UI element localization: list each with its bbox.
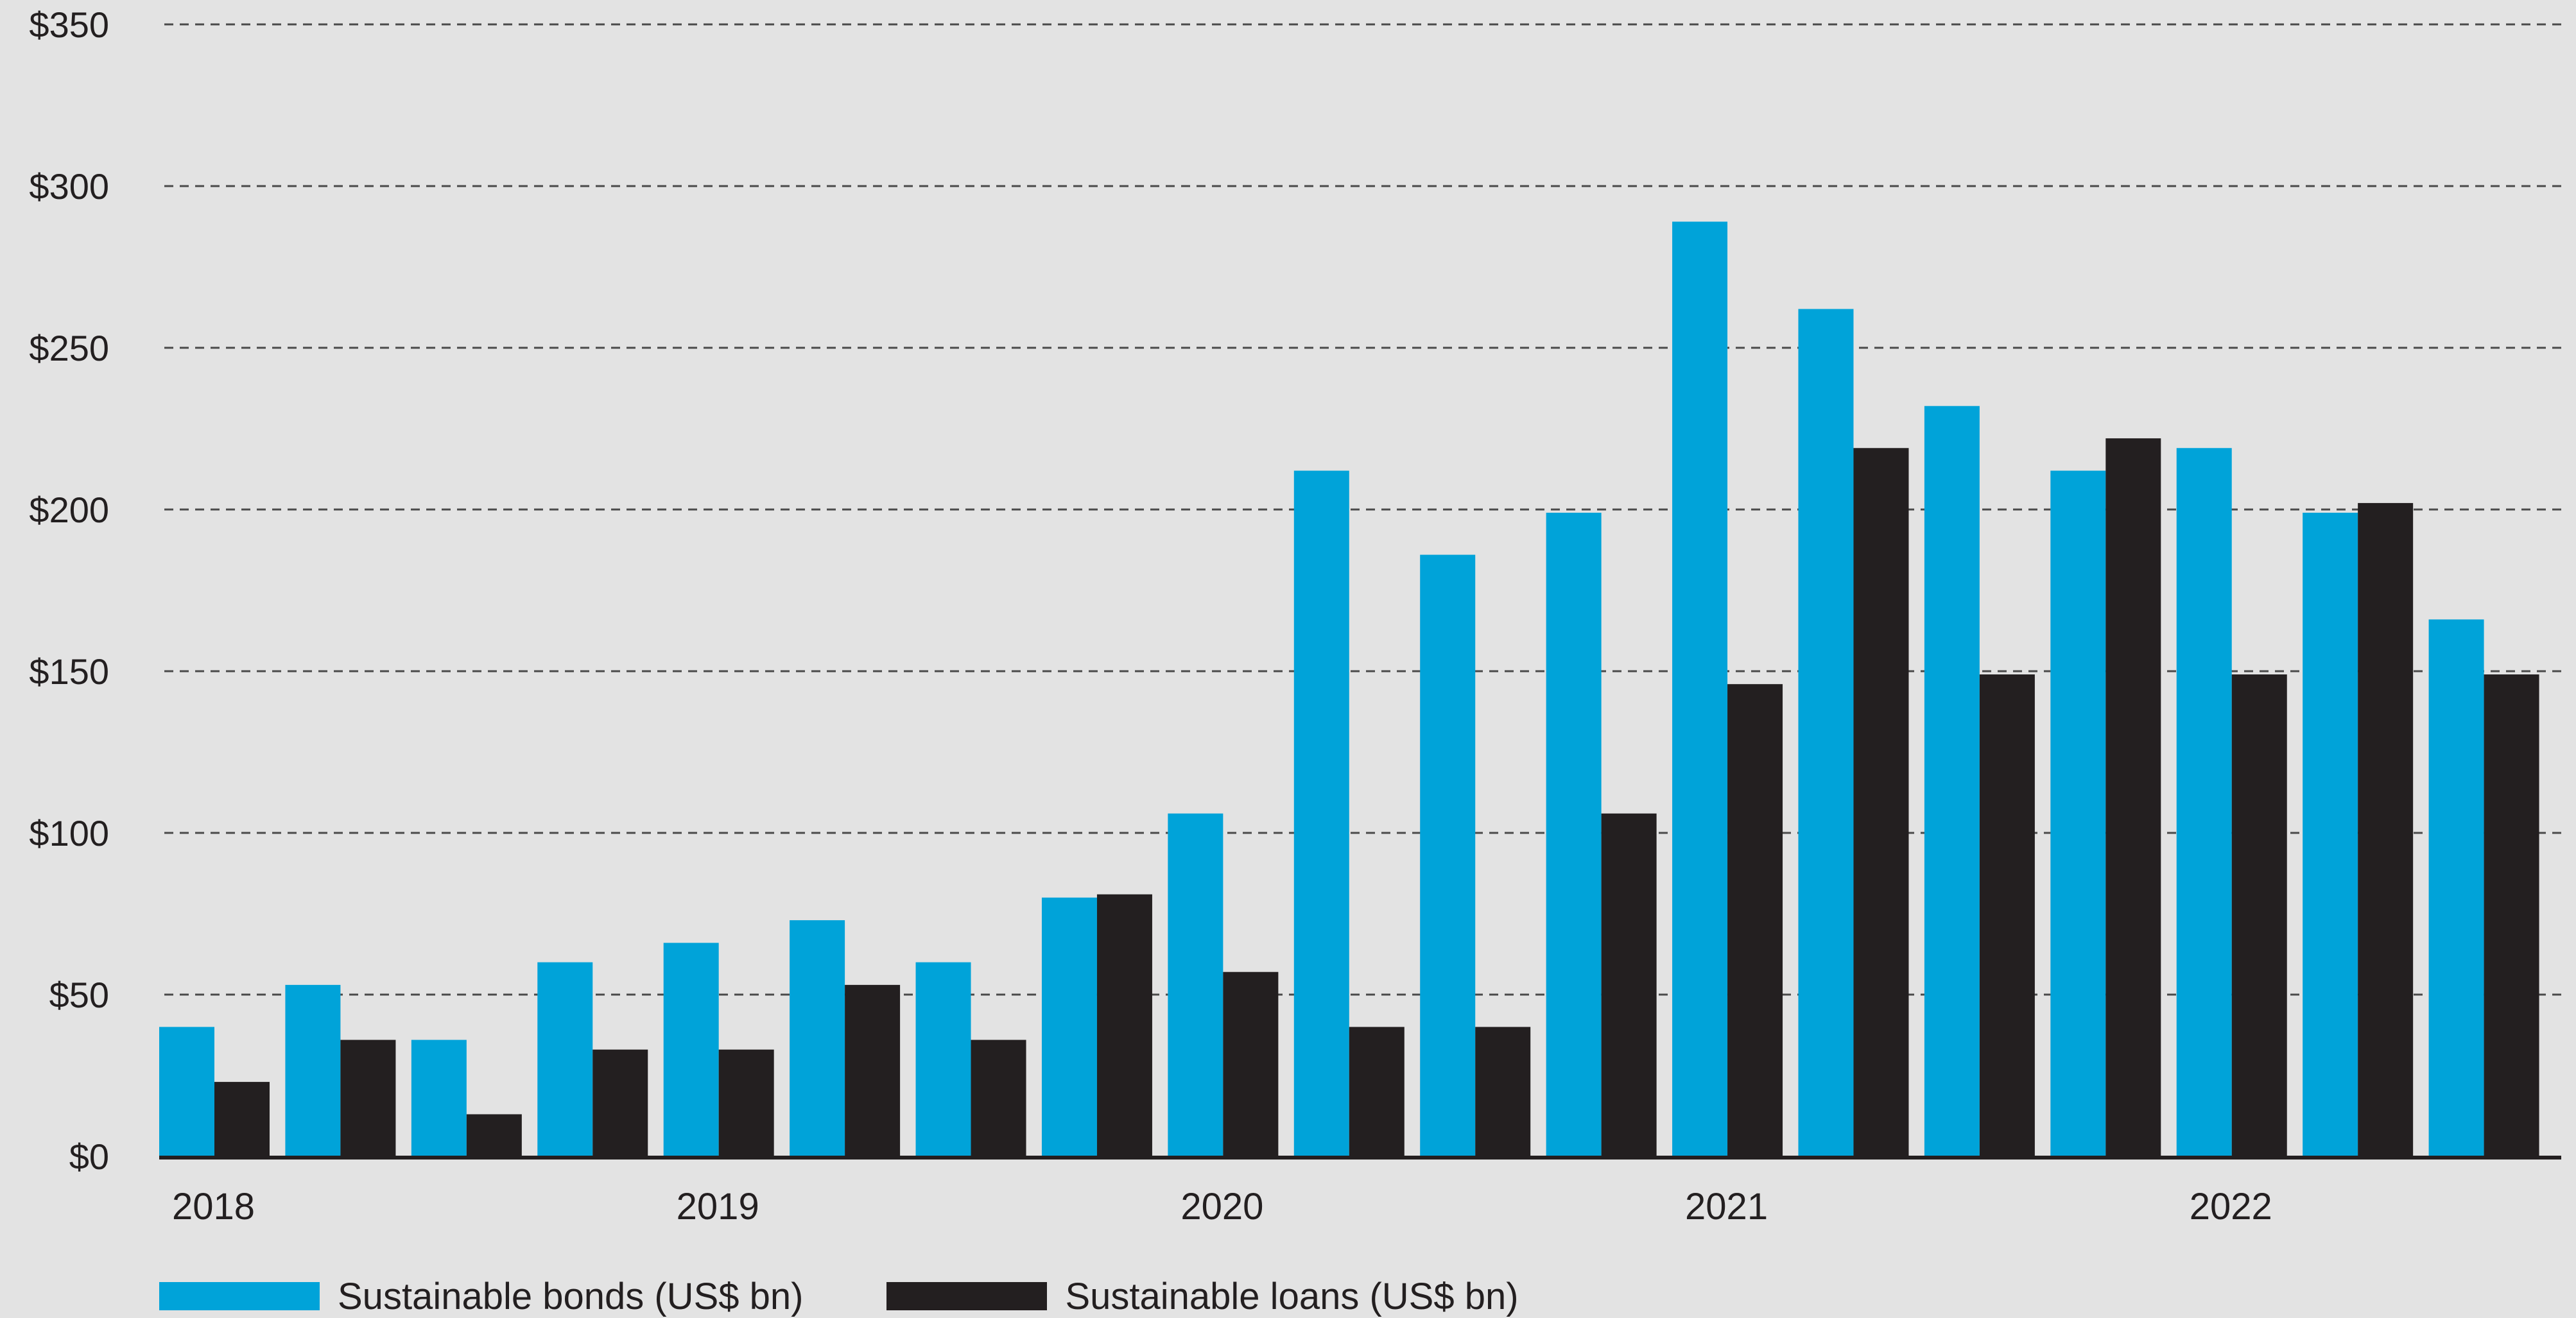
bar-sustainable-bonds [790,920,845,1156]
bar-sustainable-bonds [1041,897,1097,1156]
bar-sustainable-loans [971,1040,1026,1156]
bar-sustainable-bonds [663,943,719,1156]
bar-sustainable-loans [592,1049,648,1156]
bar-sustainable-loans [2484,674,2539,1156]
bar-sustainable-bonds [1168,813,1223,1156]
y-tick-label: $150 [29,651,109,692]
bar-sustainable-bonds [2428,619,2484,1156]
x-tick-label: 2018 [172,1186,255,1228]
x-tick-label: 2022 [2190,1186,2272,1228]
bar-sustainable-bonds [1420,554,1476,1156]
bar-sustainable-loans [1853,448,1909,1156]
bar-sustainable-bonds [411,1040,467,1156]
bar-sustainable-bonds [537,962,593,1156]
bar-sustainable-loans [845,984,901,1156]
legend-label-bonds: Sustainable bonds (US$ bn) [338,1275,804,1317]
bar-sustainable-loans [466,1114,522,1156]
legend-swatch-bonds [159,1282,320,1310]
bar-sustainable-bonds [1293,470,1349,1156]
bar-sustainable-loans [2358,502,2414,1156]
legend-item-loans: Sustainable loans (US$ bn) [886,1275,1519,1318]
bar-sustainable-bonds [2303,513,2358,1156]
bar-sustainable-loans [340,1040,396,1156]
x-tick-label: 2019 [677,1186,759,1228]
bar-sustainable-bonds [2050,470,2106,1156]
bar-sustainable-bonds [2176,448,2232,1156]
bar-sustainable-bonds [1672,221,1728,1157]
y-tick-label: $50 [49,975,109,1015]
bar-sustainable-bonds [1546,513,1602,1156]
bar-sustainable-bonds [159,1027,214,1156]
legend-item-bonds: Sustainable bonds (US$ bn) [159,1275,803,1318]
y-tick-label: $300 [29,166,109,207]
bar-sustainable-bonds [915,962,971,1156]
bar-sustainable-loans [1727,684,1783,1156]
x-axis-ticks: 2018 2019 2020 2021 2022 [172,1186,2272,1228]
bars [159,221,2539,1157]
bar-sustainable-loans [1349,1027,1405,1156]
legend: Sustainable bonds (US$ bn) Sustainable l… [159,1275,1602,1318]
x-tick-label: 2021 [1685,1186,1768,1228]
y-tick-label: $350 [29,4,109,45]
bar-sustainable-loans [1223,971,1279,1156]
y-tick-label: $100 [29,813,109,853]
bar-sustainable-loans [1979,674,2035,1156]
bar-sustainable-loans [2231,674,2287,1156]
bar-sustainable-bonds [1798,309,1854,1156]
legend-swatch-loans [886,1282,1048,1310]
bar-sustainable-loans [1096,894,1152,1156]
bar-sustainable-loans [1601,813,1657,1156]
y-tick-label: $250 [29,328,109,368]
bar-sustainable-loans [1475,1027,1531,1156]
bar-sustainable-bonds [285,984,341,1156]
y-tick-label: $200 [29,490,109,530]
bar-sustainable-loans [2105,438,2161,1156]
bar-sustainable-loans [214,1082,270,1156]
y-tick-label: $0 [69,1136,109,1177]
y-axis-ticks: $0 $50 $100 $150 $200 $250 $300 $350 [29,4,109,1177]
bar-chart: $0$50$100$150$200$250$300$350 2018 2019 20… [29,4,2561,1228]
bar-sustainable-bonds [1924,406,1980,1156]
bar-sustainable-loans [718,1049,774,1156]
legend-label-loans: Sustainable loans (US$ bn) [1065,1275,1519,1317]
x-tick-label: 2020 [1180,1186,1263,1228]
